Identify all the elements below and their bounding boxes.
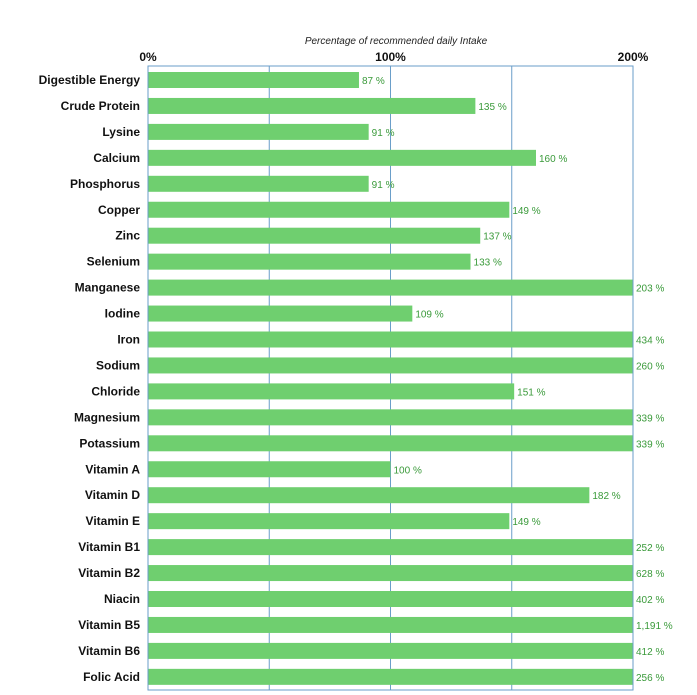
x-tick-label: 200% (618, 50, 649, 64)
x-axis-title: Percentage of recommended daily Intake (305, 36, 488, 47)
category-label: Iodine (105, 307, 141, 321)
bar (148, 201, 510, 218)
value-labels: 87 % 135 % 91 % 160 % 91 % 149 % 137 % 133 % 203… (362, 76, 673, 684)
bar (148, 668, 633, 685)
category-label: Manganese (75, 281, 141, 295)
category-label: Magnesium (74, 410, 140, 424)
category-label: Zinc (115, 229, 140, 243)
x-tick-labels: 0% 100% 200% (139, 50, 648, 64)
value-label: 160 % (539, 154, 567, 165)
value-label: 133 % (474, 258, 502, 269)
value-label: 252 % (636, 543, 664, 554)
bar (148, 616, 633, 633)
value-label: 203 % (636, 284, 664, 295)
bar (148, 305, 413, 322)
value-label: 1,191 % (636, 621, 673, 632)
category-labels: Digestible Energy Crude Protein Lysine Calc… (39, 73, 141, 684)
value-label: 109 % (415, 310, 443, 321)
value-label: 91 % (372, 180, 395, 191)
category-label: Crude Protein (61, 99, 140, 113)
value-label: 339 % (636, 439, 664, 450)
category-label: Potassium (79, 436, 140, 450)
category-label: Vitamin A (85, 462, 140, 476)
category-label: Vitamin B5 (78, 618, 140, 632)
bar (148, 591, 633, 607)
category-label: Folic Acid (83, 670, 140, 684)
bar (148, 642, 633, 659)
value-label: 256 % (636, 673, 664, 684)
value-label: 100 % (394, 465, 422, 476)
value-label: 91 % (372, 128, 395, 139)
category-label: Lysine (102, 125, 140, 139)
category-label: Copper (98, 203, 140, 217)
value-label: 628 % (636, 569, 664, 580)
value-label: 402 % (636, 595, 664, 606)
category-label: Niacin (104, 592, 140, 606)
bar (148, 149, 536, 166)
value-label: 434 % (636, 336, 664, 347)
bar (148, 357, 633, 374)
category-label: Chloride (91, 384, 140, 398)
category-label: Vitamin E (86, 514, 140, 528)
value-label: 135 % (478, 102, 506, 113)
bar (148, 513, 510, 530)
category-label: Vitamin D (85, 488, 140, 502)
bar (148, 409, 633, 426)
value-label: 182 % (592, 491, 620, 502)
category-label: Vitamin B6 (78, 644, 140, 658)
bar (148, 175, 369, 192)
category-label: Digestible Energy (39, 73, 141, 87)
bar (148, 227, 481, 244)
bar (148, 72, 359, 88)
category-label: Phosphorus (70, 177, 140, 191)
bar (148, 331, 633, 348)
bar (148, 279, 633, 296)
category-label: Vitamin B2 (78, 566, 140, 580)
gridlines (268, 66, 513, 690)
value-label: 149 % (512, 517, 540, 528)
value-label: 260 % (636, 361, 664, 372)
value-label: 87 % (362, 76, 385, 87)
x-tick-label: 0% (139, 50, 157, 64)
bar (148, 539, 633, 556)
value-label: 151 % (517, 387, 545, 398)
bar (148, 565, 633, 582)
bar (148, 383, 515, 400)
category-label: Vitamin B1 (78, 540, 140, 554)
bar (148, 435, 633, 452)
bar (148, 253, 471, 270)
category-label: Selenium (87, 255, 140, 269)
bars (148, 72, 633, 685)
value-label: 412 % (636, 647, 664, 658)
value-label: 339 % (636, 413, 664, 424)
bar (148, 461, 391, 478)
value-label: 137 % (483, 232, 511, 243)
bar (148, 487, 590, 504)
plot-frame (147, 65, 634, 691)
category-label: Sodium (96, 358, 140, 372)
bar (148, 97, 476, 114)
category-label: Calcium (93, 151, 140, 165)
value-label: 149 % (512, 206, 540, 217)
x-tick-label: 100% (375, 50, 406, 64)
category-label: Iron (117, 333, 140, 347)
bar (148, 123, 369, 140)
